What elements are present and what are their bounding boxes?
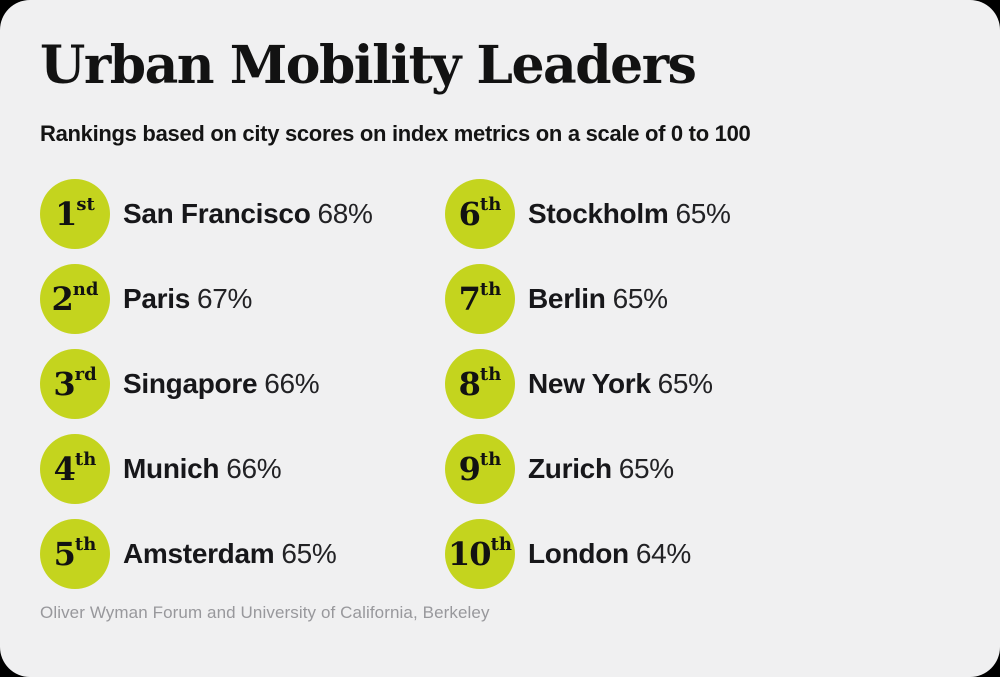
rank-ordinal: th [74,449,97,471]
rank-ordinal: th [74,534,97,556]
rank-ordinal: th [479,449,502,471]
page-subtitle: Rankings based on city scores on index m… [40,120,751,146]
city-name: Amsterdam [123,538,275,570]
city-score: 64% [635,538,691,570]
rank-number: 1 [55,195,77,234]
rank-ordinal: nd [72,279,99,301]
city-name: Zurich [528,453,612,485]
source-attribution: Oliver Wyman Forum and University of Cal… [40,603,490,622]
rank-number: 3 [53,365,75,404]
rank-number: 6 [458,195,481,234]
rank-number: 4 [53,450,76,489]
rank-number: 8 [458,365,481,404]
city-name: Munich [123,453,220,485]
city-score: 67% [197,283,253,315]
rank-number: 9 [458,450,481,489]
ranking-label: Berlin 65% [528,283,668,315]
city-name: Singapore [123,368,258,400]
city-name: Paris [123,283,190,315]
ranking-label: Stockholm 65% [528,198,731,230]
ranking-label: San Francisco 68% [123,198,373,230]
city-score: 66% [226,453,282,485]
city-score: 68% [317,198,373,230]
ranking-label: Paris 67% [123,283,252,315]
rank-ordinal: st [76,194,95,216]
city-score: 65% [675,198,731,230]
ranking-label: Amsterdam 65% [123,538,337,570]
rank-number: 2 [51,280,74,319]
city-name: London [528,538,629,570]
ranking-label: Zurich 65% [528,453,674,485]
page-title: Urban Mobility Leaders [40,35,697,96]
rank-ordinal: th [479,194,502,216]
ranking-label: New York 65% [528,368,713,400]
city-score: 65% [281,538,337,570]
city-score: 65% [618,453,674,485]
rank-number: 5 [53,535,76,574]
rank-ordinal: th [490,534,512,556]
rank-number: 10 [448,535,492,574]
ranking-label: Singapore 66% [123,368,320,400]
ranking-label: Munich 66% [123,453,282,485]
city-score: 65% [657,368,713,400]
city-score: 65% [612,283,668,315]
city-name: San Francisco [123,198,311,230]
city-score: 66% [264,368,320,400]
city-name: Berlin [528,283,606,315]
ranking-label: London 64% [528,538,691,570]
rank-ordinal: rd [74,364,97,386]
rank-number: 7 [458,280,481,319]
rank-ordinal: th [479,364,502,386]
rank-ordinal: th [479,279,502,301]
city-name: New York [528,368,651,400]
city-name: Stockholm [528,198,669,230]
